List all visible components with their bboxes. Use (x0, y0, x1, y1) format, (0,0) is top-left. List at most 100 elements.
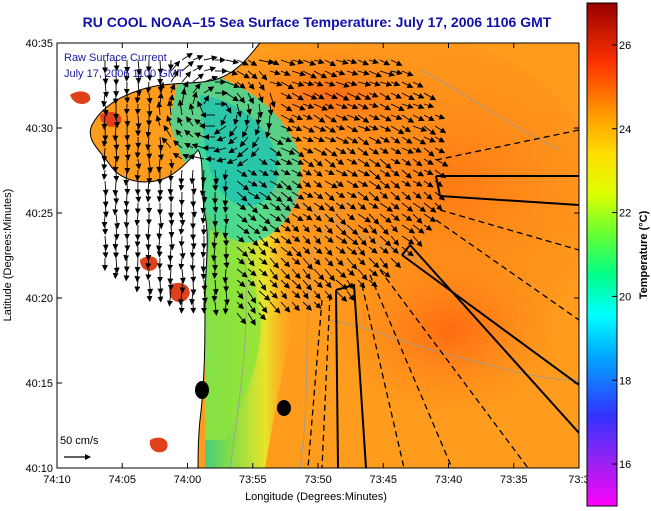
current-vector (266, 114, 273, 130)
current-vector (368, 136, 382, 144)
current-vector (324, 290, 333, 300)
current-vector (324, 59, 337, 67)
current-vector (135, 81, 142, 97)
current-vector (145, 268, 152, 281)
x-tick-label: 73:45 (369, 474, 397, 486)
current-vector (192, 73, 204, 83)
current-vector (379, 224, 389, 236)
current-vector (313, 103, 329, 111)
current-vector (346, 191, 358, 199)
current-vector (146, 92, 153, 105)
current-vector (291, 202, 301, 209)
current-vector (191, 202, 198, 218)
current-vector (178, 301, 185, 314)
current-vector (335, 213, 347, 226)
current-vector (335, 81, 350, 88)
current-vector (302, 70, 317, 79)
current-vector (236, 268, 248, 278)
current-vector (258, 301, 268, 314)
current-vector (192, 55, 204, 61)
current-vector (368, 102, 379, 109)
current-vector (291, 147, 305, 158)
current-vector (112, 235, 119, 251)
current-vector (102, 246, 109, 259)
current-vector (313, 125, 327, 132)
current-vector (178, 169, 185, 185)
y-tick-label: 40:20 (25, 293, 53, 305)
current-vector (335, 191, 346, 199)
current-vector (242, 125, 249, 138)
colorbar-ticks: 16 18 20 22 24 26 (612, 40, 631, 471)
current-vector (236, 81, 246, 89)
current-vector (324, 235, 334, 244)
current-vector (379, 268, 391, 278)
current-vector (258, 235, 269, 248)
current-vector (346, 202, 357, 210)
current-vector (335, 59, 349, 65)
current-vector (258, 180, 268, 189)
current-vector (145, 191, 152, 203)
current-vector (269, 268, 278, 281)
current-vector (346, 268, 355, 277)
current-vector (102, 235, 109, 251)
current-vector (324, 180, 338, 189)
current-vector (302, 290, 309, 300)
current-vector (379, 125, 392, 132)
current-vector (379, 114, 392, 122)
current-vector (134, 213, 141, 226)
current-vector (368, 202, 379, 209)
current-vector (173, 140, 183, 149)
current-vector (112, 180, 119, 197)
y-axis-label: Latitude (Degrees:Minutes) (2, 189, 14, 322)
current-vector (102, 202, 109, 218)
current-vector (313, 279, 324, 288)
current-vector (280, 235, 292, 245)
current-vector (211, 268, 218, 280)
current-vector (302, 125, 315, 133)
current-vector (247, 92, 254, 105)
current-vector (189, 257, 196, 272)
current-vector (236, 213, 248, 223)
current-vector (113, 136, 120, 151)
current-vector (113, 59, 120, 72)
current-vector (269, 147, 283, 157)
current-vector (357, 59, 370, 66)
y-axis: 40:10 40:15 40:20 40:25 40:30 40:35 (25, 38, 579, 475)
current-vector (114, 213, 121, 230)
current-vector (280, 114, 295, 123)
current-vector (313, 213, 322, 222)
current-vector (200, 268, 207, 280)
current-vector (379, 202, 394, 212)
current-vector (291, 235, 301, 243)
current-vector (228, 125, 238, 138)
current-vector (135, 114, 142, 130)
current-vector (247, 70, 258, 80)
current-vector (228, 136, 238, 145)
current-vector (258, 290, 271, 301)
current-vector (313, 290, 321, 300)
current-vector (247, 257, 255, 267)
current-vector (291, 279, 302, 290)
current-vector (324, 246, 333, 256)
current-vector (412, 191, 422, 199)
current-vector (167, 180, 174, 196)
current-vector (258, 213, 271, 225)
current-vector (280, 59, 296, 67)
current-vector (269, 158, 282, 166)
current-vector (357, 191, 370, 202)
current-vector (302, 59, 317, 66)
current-vector (412, 180, 423, 187)
current-vector (145, 224, 152, 241)
current-vector (258, 257, 268, 266)
current-vector (167, 246, 174, 262)
current-vector (401, 202, 414, 212)
current-vector (134, 169, 141, 182)
current-vector (190, 235, 197, 250)
current-vector (324, 202, 335, 212)
warm-patch (330, 240, 570, 420)
current-vector (368, 114, 380, 121)
current-vector (135, 158, 142, 170)
current-vector (181, 60, 194, 72)
current-vector (269, 257, 280, 269)
current-vector (192, 65, 204, 72)
